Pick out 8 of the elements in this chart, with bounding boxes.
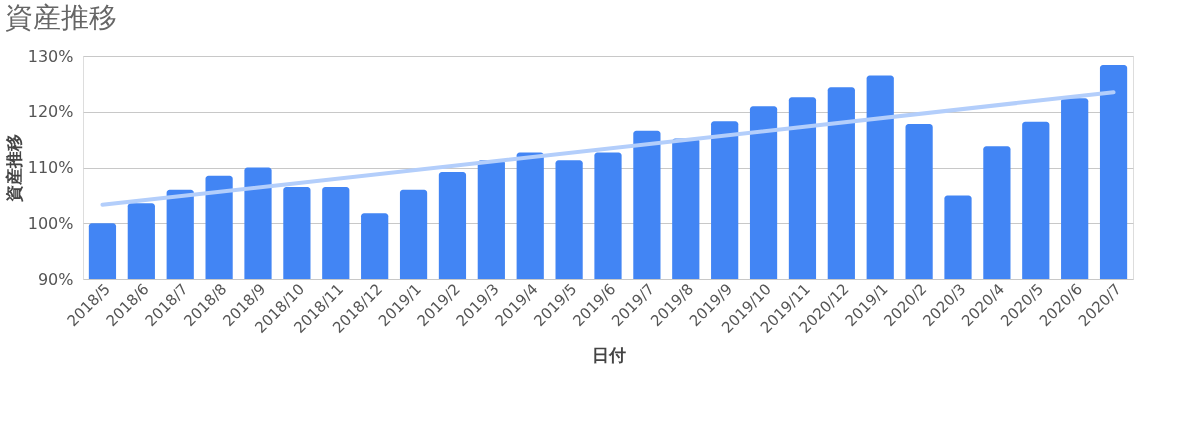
x-axis-title: 日付 [591, 345, 626, 366]
y-tick-label: 120% [27, 102, 74, 122]
y-axis-title: 資産推移 [3, 134, 24, 203]
chart-title: 資産推移 [5, 1, 118, 34]
y-tick-label: 130% [27, 46, 74, 66]
y-tick-label: 100% [27, 213, 74, 233]
y-tick-label: 110% [27, 158, 74, 177]
y-tick-label: 90% [37, 269, 74, 289]
